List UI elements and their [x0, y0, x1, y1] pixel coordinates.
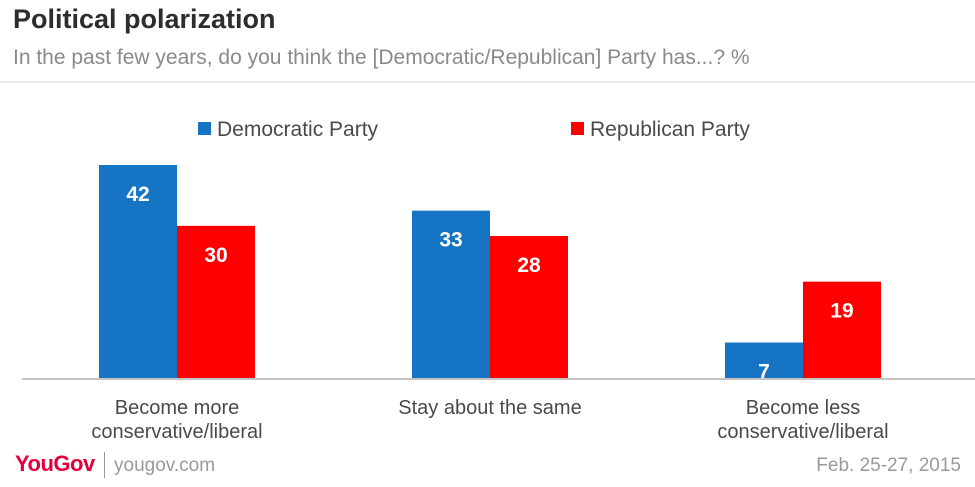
- data-label-republican-1: 28: [517, 254, 541, 277]
- legend-label-democratic: Democratic Party: [217, 118, 379, 141]
- legend-swatch-republican: [571, 122, 584, 135]
- page-title: Political polarization: [13, 4, 276, 34]
- bar-republican-0: [177, 225, 255, 378]
- data-label-democratic-2: 7: [758, 361, 770, 384]
- data-label-democratic-1: 33: [439, 229, 462, 252]
- bar-democratic-0: [99, 165, 177, 378]
- legend-swatch-democratic: [198, 122, 211, 135]
- legend-label-republican: Republican Party: [590, 118, 750, 141]
- data-label-democratic-0: 42: [126, 183, 149, 206]
- yougov-logo: YouGov: [15, 451, 95, 476]
- header-divider: [0, 81, 975, 83]
- bar-republican-2: [803, 281, 881, 378]
- footer-separator: [104, 452, 105, 478]
- bar-republican-1: [490, 236, 568, 378]
- x-tick-label-2-0: Become less: [746, 397, 861, 419]
- x-tick-label-0-1: conservative/liberal: [91, 421, 262, 443]
- x-tick-label-1-0: Stay about the same: [398, 397, 581, 419]
- bar-democratic-2: [725, 342, 803, 378]
- x-tick-label-0-0: Become more: [115, 397, 240, 419]
- data-label-republican-0: 30: [204, 244, 227, 267]
- page-subtitle: In the past few years, do you think the …: [13, 46, 750, 69]
- x-tick-label-2-1: conservative/liberal: [717, 421, 888, 443]
- data-label-republican-2: 19: [830, 300, 853, 323]
- footer-date: Feb. 25-27, 2015: [816, 455, 961, 476]
- bar-democratic-1: [412, 210, 490, 378]
- footer-url: yougov.com: [114, 455, 216, 476]
